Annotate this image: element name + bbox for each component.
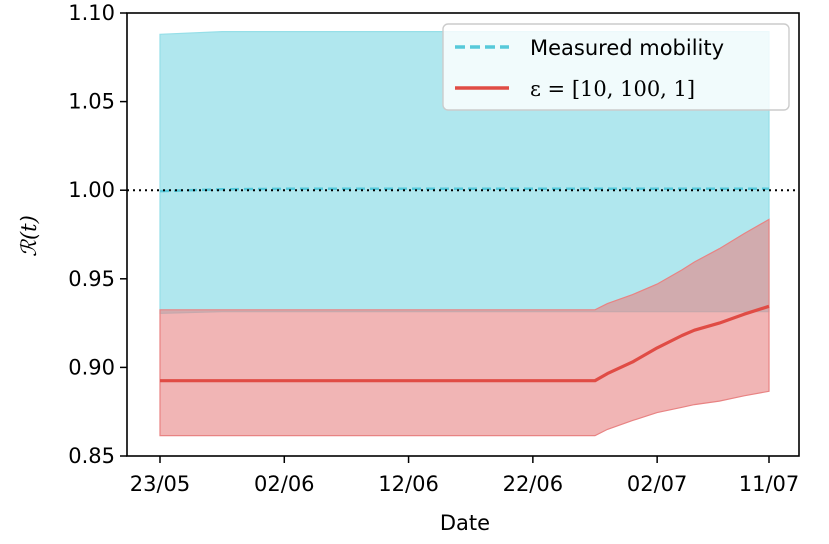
x-tick-label: 12/06: [378, 472, 439, 496]
y-tick-label: 0.95: [68, 267, 115, 291]
x-tick-label: 22/06: [503, 472, 564, 496]
y-tick-label: 1.05: [68, 90, 115, 114]
y-tick-label: 0.85: [68, 444, 115, 468]
y-tick-label: 0.90: [68, 355, 115, 379]
plot-frame: [126, 12, 800, 457]
y-tick-label: 1.00: [68, 178, 115, 202]
x-tick-label: 02/06: [254, 472, 315, 496]
x-axis-label: Date: [440, 511, 490, 535]
x-axis: 23/05 02/06 12/06 22/06 02/07 11/07: [130, 456, 800, 496]
x-tick-label: 11/07: [739, 472, 800, 496]
legend-box: [442, 23, 790, 111]
legend: Measured mobility ε = [10, 100, 1]: [442, 23, 790, 111]
series-line-0: [159, 187, 769, 193]
x-tick-label: 23/05: [130, 472, 191, 496]
legend-label-measured: Measured mobility: [530, 36, 724, 60]
svg-text:ℛ(t): ℛ(t): [17, 215, 41, 257]
legend-label-epsilon: ε = [10, 100, 1]: [530, 77, 695, 101]
x-tick-label: 02/07: [627, 472, 688, 496]
series-lines: [159, 187, 770, 383]
series-line-1: [160, 304, 770, 383]
y-axis-label: ℛ(t): [17, 215, 41, 257]
y-tick-label: 1.10: [68, 1, 115, 25]
y-axis: 0.85 0.90 0.95 1.00 1.05 1.10: [68, 1, 127, 468]
